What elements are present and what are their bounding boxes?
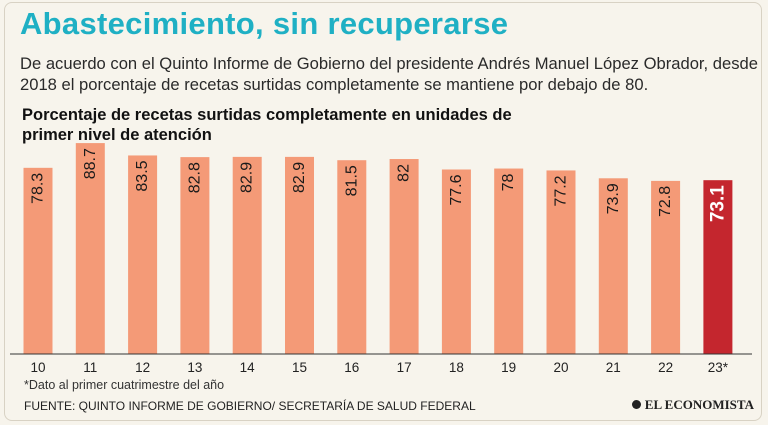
bar-value-label: 72.8 <box>657 186 674 217</box>
bar-value-label: 78 <box>500 173 517 191</box>
bar-11 <box>75 143 105 354</box>
x-tick-label: 22 <box>658 360 673 375</box>
bar-17 <box>389 159 419 354</box>
bar-value-label: 88.7 <box>82 148 99 179</box>
bar-value-label: 82.8 <box>186 162 203 193</box>
bar-value-label: 77.2 <box>553 175 570 206</box>
bar-12 <box>128 155 158 354</box>
bar-value-label: 83.5 <box>134 160 151 191</box>
bar-value-label: 82 <box>396 164 413 182</box>
bar-10 <box>23 167 53 354</box>
x-tick-label: 21 <box>606 360 621 375</box>
brand-dot-icon <box>631 400 641 409</box>
bar-14 <box>232 156 262 354</box>
brand-logo: EL ECONOMISTA <box>631 397 754 413</box>
x-tick-label: 18 <box>449 360 464 375</box>
x-tick-label: 16 <box>344 360 359 375</box>
bar-15 <box>285 156 314 354</box>
x-tick-label: 23* <box>708 360 729 375</box>
bar-value-label: 73.9 <box>605 183 622 214</box>
bar-21 <box>598 178 628 354</box>
x-tick-label: 11 <box>83 360 97 375</box>
bar-value-label: 82.9 <box>239 162 256 193</box>
bar-18 <box>441 169 471 354</box>
bar-value-label: 78.3 <box>30 173 47 204</box>
chart-title: Porcentaje de recetas surtidas completam… <box>22 106 512 144</box>
x-tick-label: 10 <box>30 360 45 375</box>
x-tick-label: 14 <box>240 360 256 375</box>
x-tick-label: 15 <box>292 360 307 375</box>
footnote: *Dato al primer cuatrimestre del año <box>24 378 225 392</box>
brand-name: EL ECONOMISTA <box>644 397 754 412</box>
bar-19 <box>494 168 524 354</box>
bar-value-label: 77.6 <box>448 174 465 205</box>
bar-22 <box>651 180 681 354</box>
x-tick-label: 20 <box>553 360 568 375</box>
bar-16 <box>337 160 367 354</box>
x-tick-label: 12 <box>135 360 150 375</box>
bar-value-label: 82.9 <box>291 162 308 193</box>
bar-value-label: 81.5 <box>343 165 360 196</box>
description-text: De acuerdo con el Quinto Informe de Gobi… <box>20 54 758 94</box>
x-tick-label: 19 <box>501 360 516 375</box>
x-tick-label: 17 <box>397 360 412 375</box>
x-tick-label: 13 <box>187 360 202 375</box>
infographic-frame <box>4 2 762 421</box>
page-title: Abastecimiento, sin recuperarse <box>20 6 509 41</box>
bar-value-label: 73.1 <box>707 185 728 222</box>
bar-23* <box>703 180 733 354</box>
bar-13 <box>180 157 210 354</box>
bar-20 <box>546 170 576 354</box>
source-text: FUENTE: QUINTO INFORME DE GOBIERNO/ SECR… <box>24 399 476 413</box>
